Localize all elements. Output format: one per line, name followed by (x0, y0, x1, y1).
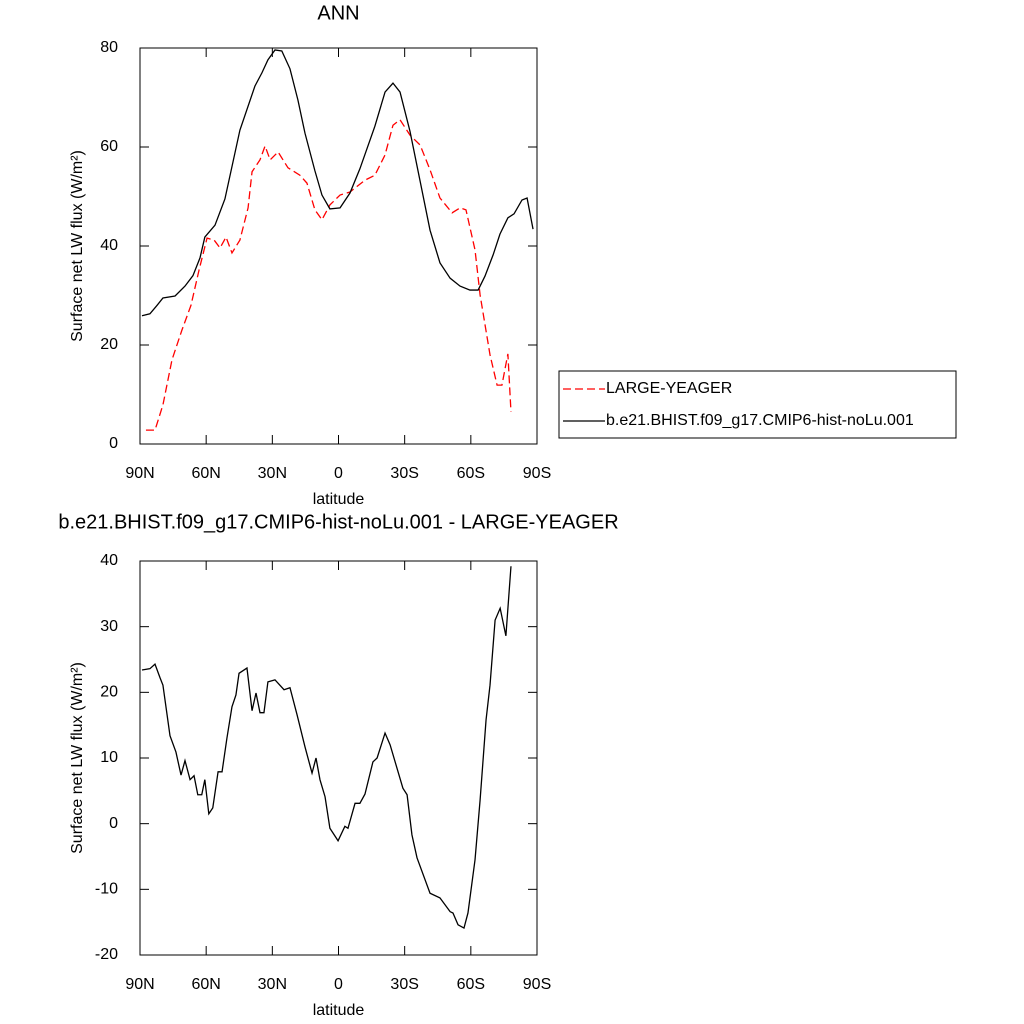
x-tick-label: 30S (390, 465, 418, 482)
y-tick-label: 40 (100, 552, 118, 569)
x-tick-label: 60S (457, 465, 485, 482)
plot-frame (139, 47, 538, 445)
x-tick-label: 90N (125, 976, 154, 993)
data-line (141, 566, 512, 930)
x-tick-label: 60N (191, 465, 220, 482)
x-tick-label: 60S (457, 976, 485, 993)
x-tick-label: 90S (523, 465, 551, 482)
data-line (145, 118, 512, 431)
y-tick-label: 20 (100, 684, 118, 701)
chart-title: ANN (317, 2, 359, 24)
chart-title: b.e21.BHIST.f09_g17.CMIP6-hist-noLu.001 … (58, 511, 618, 533)
plot-frame (139, 560, 538, 956)
y-axis-label: Surface net LW flux (W/m²) (69, 150, 86, 342)
y-tick-label: 0 (109, 435, 118, 452)
y-axis-label: Surface net LW flux (W/m²) (69, 662, 86, 854)
y-tick-label: 40 (100, 237, 118, 254)
legend-box (558, 370, 957, 439)
x-tick-label: 0 (334, 465, 343, 482)
legend-label: b.e21.BHIST.f09_g17.CMIP6-hist-noLu.001 (606, 412, 914, 429)
y-tick-label: -10 (95, 881, 118, 898)
y-tick-label: 20 (100, 336, 118, 353)
x-tick-label: 0 (334, 976, 343, 993)
y-tick-label: 30 (100, 618, 118, 635)
x-tick-label: 30N (258, 465, 287, 482)
y-tick-label: 80 (100, 39, 118, 56)
x-tick-label: 60N (191, 976, 220, 993)
x-tick-label: 90S (523, 976, 551, 993)
data-line (141, 49, 534, 317)
x-tick-label: 30N (258, 976, 287, 993)
y-tick-label: 10 (100, 749, 118, 766)
legend-label: LARGE-YEAGER (606, 380, 732, 397)
x-axis-label: latitude (313, 491, 365, 508)
x-tick-label: 90N (125, 465, 154, 482)
y-tick-label: 60 (100, 138, 118, 155)
y-tick-label: -20 (95, 946, 118, 963)
x-tick-label: 30S (390, 976, 418, 993)
y-tick-label: 0 (109, 815, 118, 832)
x-axis-label: latitude (313, 1002, 365, 1019)
